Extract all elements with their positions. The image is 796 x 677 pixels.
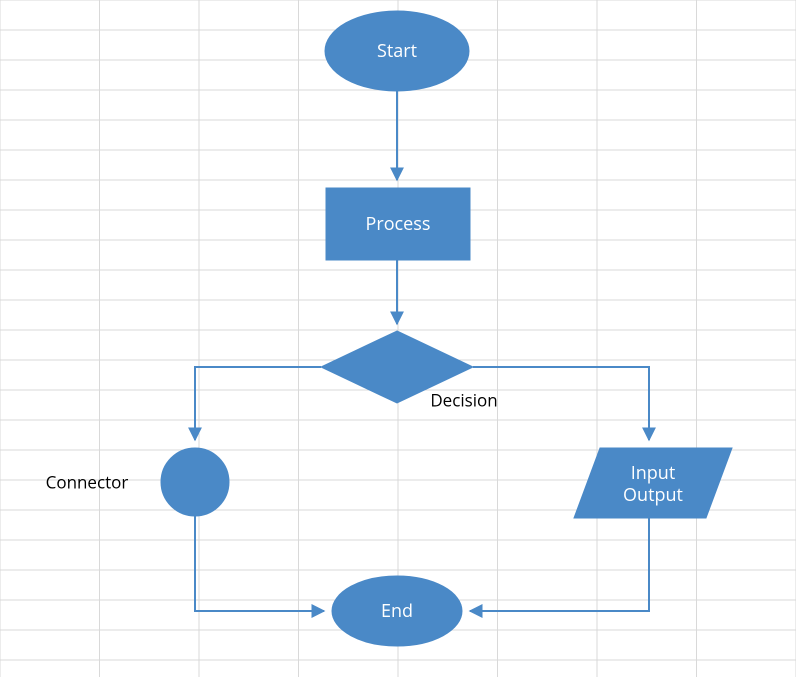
edge-decision-right (473, 367, 649, 440)
node-connector[interactable]: Connector (46, 448, 229, 516)
node-end-label: End (381, 599, 413, 623)
node-process[interactable]: Process (326, 188, 470, 260)
node-connector-label: Connector (46, 471, 129, 494)
flowchart-canvas: Start Process Decision Connector InputOutput… (0, 0, 796, 677)
node-end[interactable]: End (332, 576, 462, 646)
edge-io-end (470, 518, 649, 611)
node-io-label-1: Input (631, 461, 676, 485)
node-process-label: Process (366, 212, 431, 236)
edge-decision-left (195, 367, 321, 440)
edge-connector-end (195, 516, 324, 611)
nodes-group: Start Process Decision Connector InputOutput… (46, 11, 732, 646)
node-start-label: Start (377, 39, 417, 63)
node-decision-label: Decision (430, 389, 497, 412)
node-io-label-2: Output (623, 483, 683, 507)
node-io[interactable]: InputOutput (574, 448, 732, 518)
node-decision[interactable]: Decision (321, 331, 498, 412)
node-start[interactable]: Start (325, 11, 469, 91)
